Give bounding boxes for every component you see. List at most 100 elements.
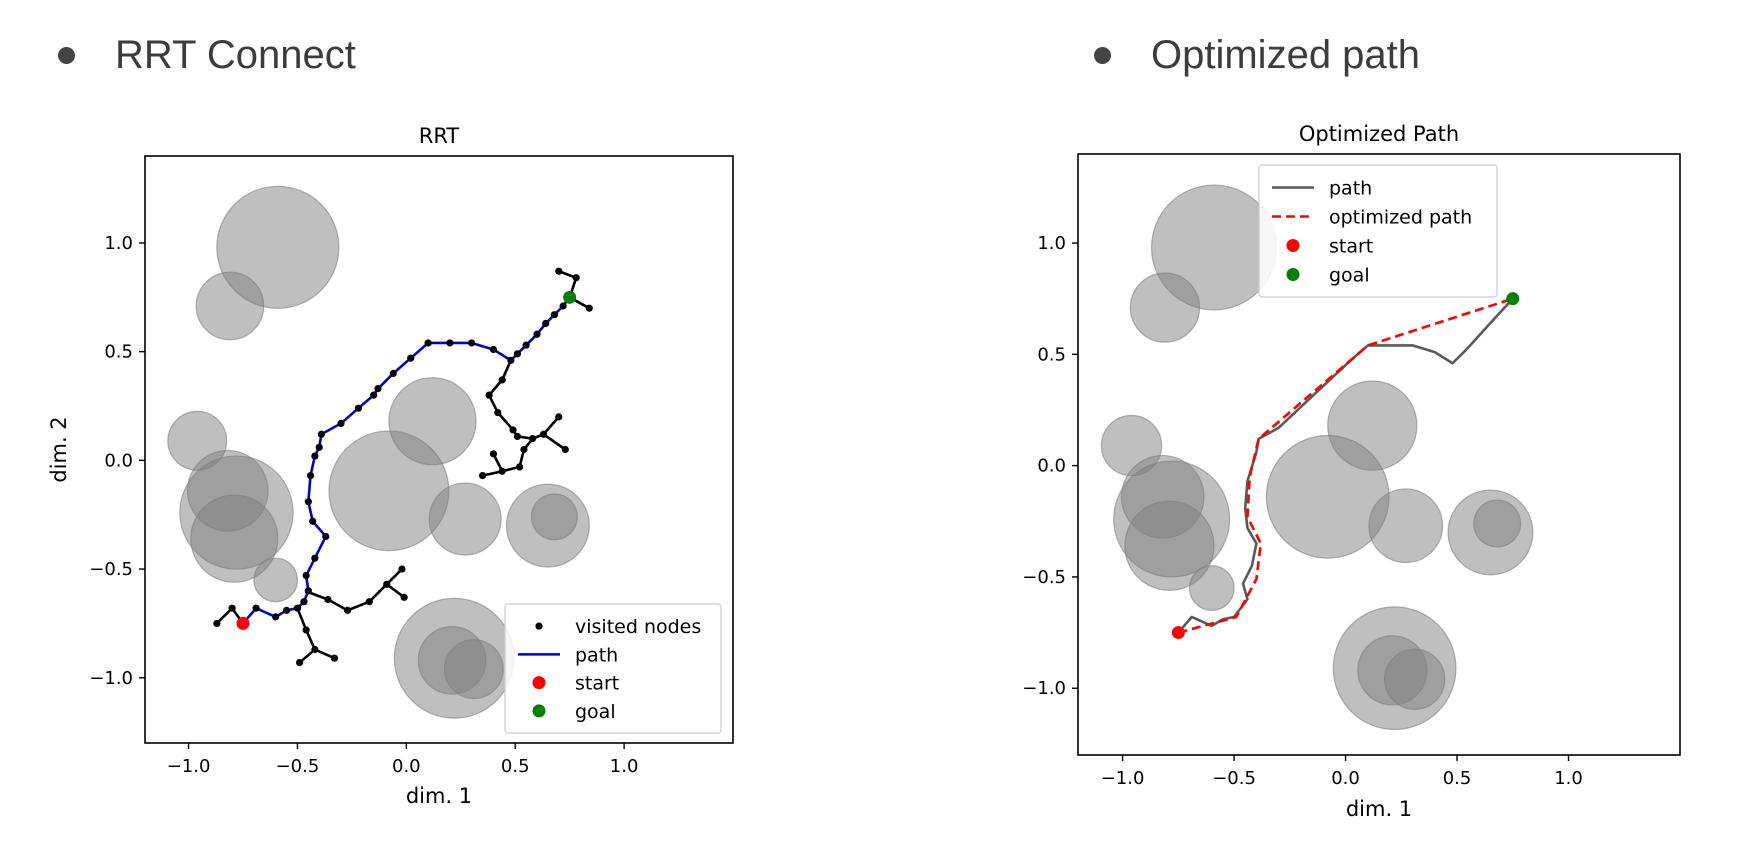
y-tick-label: 0.5 bbox=[104, 342, 133, 363]
obstacle-circle bbox=[1129, 272, 1201, 343]
path-node bbox=[311, 554, 319, 562]
start-marker bbox=[1171, 626, 1185, 640]
path-node bbox=[533, 330, 541, 338]
visited-node bbox=[498, 467, 506, 475]
visited-node bbox=[555, 267, 563, 275]
x-tick-label: 1.0 bbox=[610, 756, 639, 777]
optimized-path-chart: Optimized Path dim. 1 −1.0 −1.0 −0.5 −0.5 0.… bbox=[1022, 122, 1681, 821]
tree-edge bbox=[347, 600, 370, 612]
path-line bbox=[242, 296, 571, 625]
path-node bbox=[389, 369, 397, 378]
legend-label: path bbox=[1329, 178, 1372, 200]
y-tick-label: 1.0 bbox=[104, 233, 133, 254]
visited-node bbox=[228, 604, 236, 612]
y-tick-label: −1.0 bbox=[89, 668, 133, 689]
x-tick-label: −0.5 bbox=[1212, 768, 1256, 789]
visited-node bbox=[343, 606, 352, 614]
y-tick-label: −0.5 bbox=[89, 559, 133, 580]
path-node bbox=[311, 452, 319, 460]
visited-node bbox=[302, 626, 310, 634]
path-node bbox=[489, 345, 498, 354]
y-tick-label: 0.5 bbox=[1037, 344, 1066, 365]
legend-label: goal bbox=[575, 701, 616, 723]
legend-goal-marker bbox=[1286, 268, 1300, 281]
x-tick-label: 1.0 bbox=[1554, 768, 1583, 789]
tree-edge bbox=[327, 598, 349, 612]
path-node bbox=[252, 604, 260, 612]
legend-label: optimized path bbox=[1329, 207, 1472, 229]
axes-frame bbox=[1077, 153, 1681, 756]
plot-area bbox=[1100, 184, 1534, 731]
path-line bbox=[1177, 297, 1514, 634]
obstacle-circle bbox=[190, 494, 279, 583]
path-node bbox=[513, 350, 522, 358]
obstacle-circle bbox=[443, 639, 504, 700]
visited-node bbox=[555, 413, 563, 421]
y-tick-label: 1.0 bbox=[1037, 233, 1066, 254]
path-node bbox=[507, 356, 515, 364]
obstacle-circle bbox=[1124, 500, 1215, 591]
path-node bbox=[300, 598, 308, 606]
visited-node bbox=[398, 565, 406, 573]
plot-area bbox=[167, 185, 593, 719]
obstacle-circle bbox=[530, 493, 578, 541]
tree-edge bbox=[542, 416, 560, 436]
x-tick-label: −0.5 bbox=[276, 756, 320, 777]
path-node bbox=[407, 354, 415, 362]
visited-node bbox=[572, 274, 580, 282]
visited-node bbox=[585, 304, 593, 312]
path-node bbox=[317, 430, 325, 438]
path-node bbox=[550, 311, 559, 319]
obstacle-circle bbox=[1265, 434, 1390, 559]
visited-node bbox=[365, 598, 373, 606]
path-node bbox=[282, 606, 291, 614]
visited-node bbox=[400, 593, 408, 601]
visited-node bbox=[478, 471, 487, 480]
obstacle-circle bbox=[428, 482, 502, 556]
tree-edge bbox=[368, 583, 388, 603]
x-tick-label: 0.5 bbox=[1443, 768, 1472, 789]
visited-node bbox=[513, 432, 522, 441]
legend-label: start bbox=[575, 673, 619, 695]
obstacle-circle bbox=[195, 271, 265, 341]
x-tick-label: −1.0 bbox=[167, 756, 211, 777]
visited-node bbox=[330, 654, 339, 662]
y-tick-label: −0.5 bbox=[1022, 567, 1066, 588]
legend: visited nodes path start goal bbox=[504, 603, 722, 734]
y-tick-label: −1.0 bbox=[1022, 678, 1066, 699]
x-axis-label: dim. 1 bbox=[1346, 797, 1412, 821]
goal-marker bbox=[1506, 292, 1520, 306]
heading-text: Optimized path bbox=[1151, 32, 1421, 77]
path-node bbox=[293, 604, 302, 612]
path-node bbox=[337, 419, 345, 428]
path-node bbox=[306, 471, 315, 480]
path-node bbox=[424, 339, 432, 347]
path-node bbox=[309, 517, 317, 525]
tree-edge bbox=[385, 583, 405, 599]
visited-node bbox=[296, 658, 304, 667]
obstacle-circle bbox=[1383, 648, 1446, 711]
chart-title: Optimized Path bbox=[1299, 122, 1459, 146]
path-node bbox=[272, 613, 280, 621]
y-tick-label: 0.0 bbox=[104, 450, 133, 471]
visited-node bbox=[494, 408, 502, 417]
visited-node bbox=[485, 391, 493, 399]
obstacle-circle bbox=[253, 557, 299, 603]
x-tick-label: 0.0 bbox=[1331, 768, 1360, 789]
x-tick-label: 0.5 bbox=[501, 756, 530, 777]
path-node bbox=[446, 339, 454, 347]
legend-box bbox=[1258, 164, 1498, 298]
legend-label: goal bbox=[1329, 265, 1370, 287]
path-node bbox=[315, 443, 323, 451]
legend-start-marker bbox=[1286, 239, 1300, 252]
visited-node bbox=[324, 595, 332, 604]
axes-frame bbox=[144, 155, 734, 744]
obstacle-circle bbox=[328, 430, 450, 552]
visited-node bbox=[489, 450, 498, 458]
visited-node bbox=[498, 376, 506, 384]
visited-node bbox=[515, 463, 524, 471]
obstacle-circle bbox=[1473, 499, 1522, 548]
legend: path optimized path start goal bbox=[1258, 164, 1498, 298]
visited-node bbox=[509, 426, 517, 434]
path-node bbox=[542, 319, 550, 328]
